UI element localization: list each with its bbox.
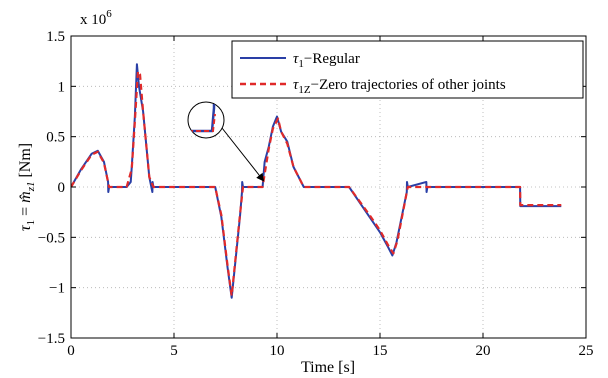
legend-label-regular: τ1−Regular (293, 51, 360, 70)
x-tick-label: 20 (476, 343, 491, 359)
y-multiplier-base: x 10 (80, 12, 106, 28)
y-axis-title-sub: 1 (25, 220, 37, 226)
ticks (70, 35, 587, 339)
y-tick-label: 1.5 (46, 29, 65, 45)
series-line-regular (71, 63, 562, 299)
x-tick-label: 15 (373, 343, 388, 359)
y-axis-title-unit: [Nm] (17, 143, 34, 182)
y-multiplier-exponent: 6 (106, 8, 112, 20)
y-axis-title-m: m̂ (17, 191, 34, 203)
zoom-connector (221, 127, 265, 182)
x-tick-label: 10 (270, 343, 285, 359)
x-tick-label: 25 (579, 343, 594, 359)
x-axis-title: Time [s] (301, 359, 355, 376)
legend: τ1−Regular τ1Z−Zero trajectories of othe… (231, 40, 584, 99)
y-tick-label: 0 (58, 180, 66, 196)
y-axis-title-subz: z1 (25, 182, 37, 193)
zoom-circle (187, 101, 225, 139)
x-tick-labels: 0 5 10 15 20 25 (67, 343, 593, 359)
y-tick-label: −0.5 (38, 230, 65, 246)
y-tick-label: 1 (58, 79, 66, 95)
zoom-inset (187, 101, 265, 182)
y-multiplier-label: x 106 (80, 8, 112, 28)
zoom-zero-line (188, 113, 216, 132)
x-tick-label: 5 (170, 343, 178, 359)
series-layer (71, 63, 562, 299)
y-tick-label: −1 (49, 281, 65, 297)
y-axis-title-eq: = (17, 203, 34, 220)
legend-box (231, 40, 584, 99)
legend-label-zero: τ1Z−Zero trajectories of other joints (293, 77, 506, 96)
y-tick-label: −1.5 (38, 331, 65, 347)
x-tick-label: 0 (67, 343, 75, 359)
y-axis-title: τ1 = m̂z1 [Nm] (17, 143, 37, 231)
y-axis-title-tau: τ (17, 224, 34, 231)
y-tick-label: 0.5 (46, 130, 65, 146)
y-tick-labels: −1.5 −1 −0.5 0 0.5 1 1.5 (38, 29, 65, 347)
series-line-zero-trajectories (71, 70, 562, 297)
